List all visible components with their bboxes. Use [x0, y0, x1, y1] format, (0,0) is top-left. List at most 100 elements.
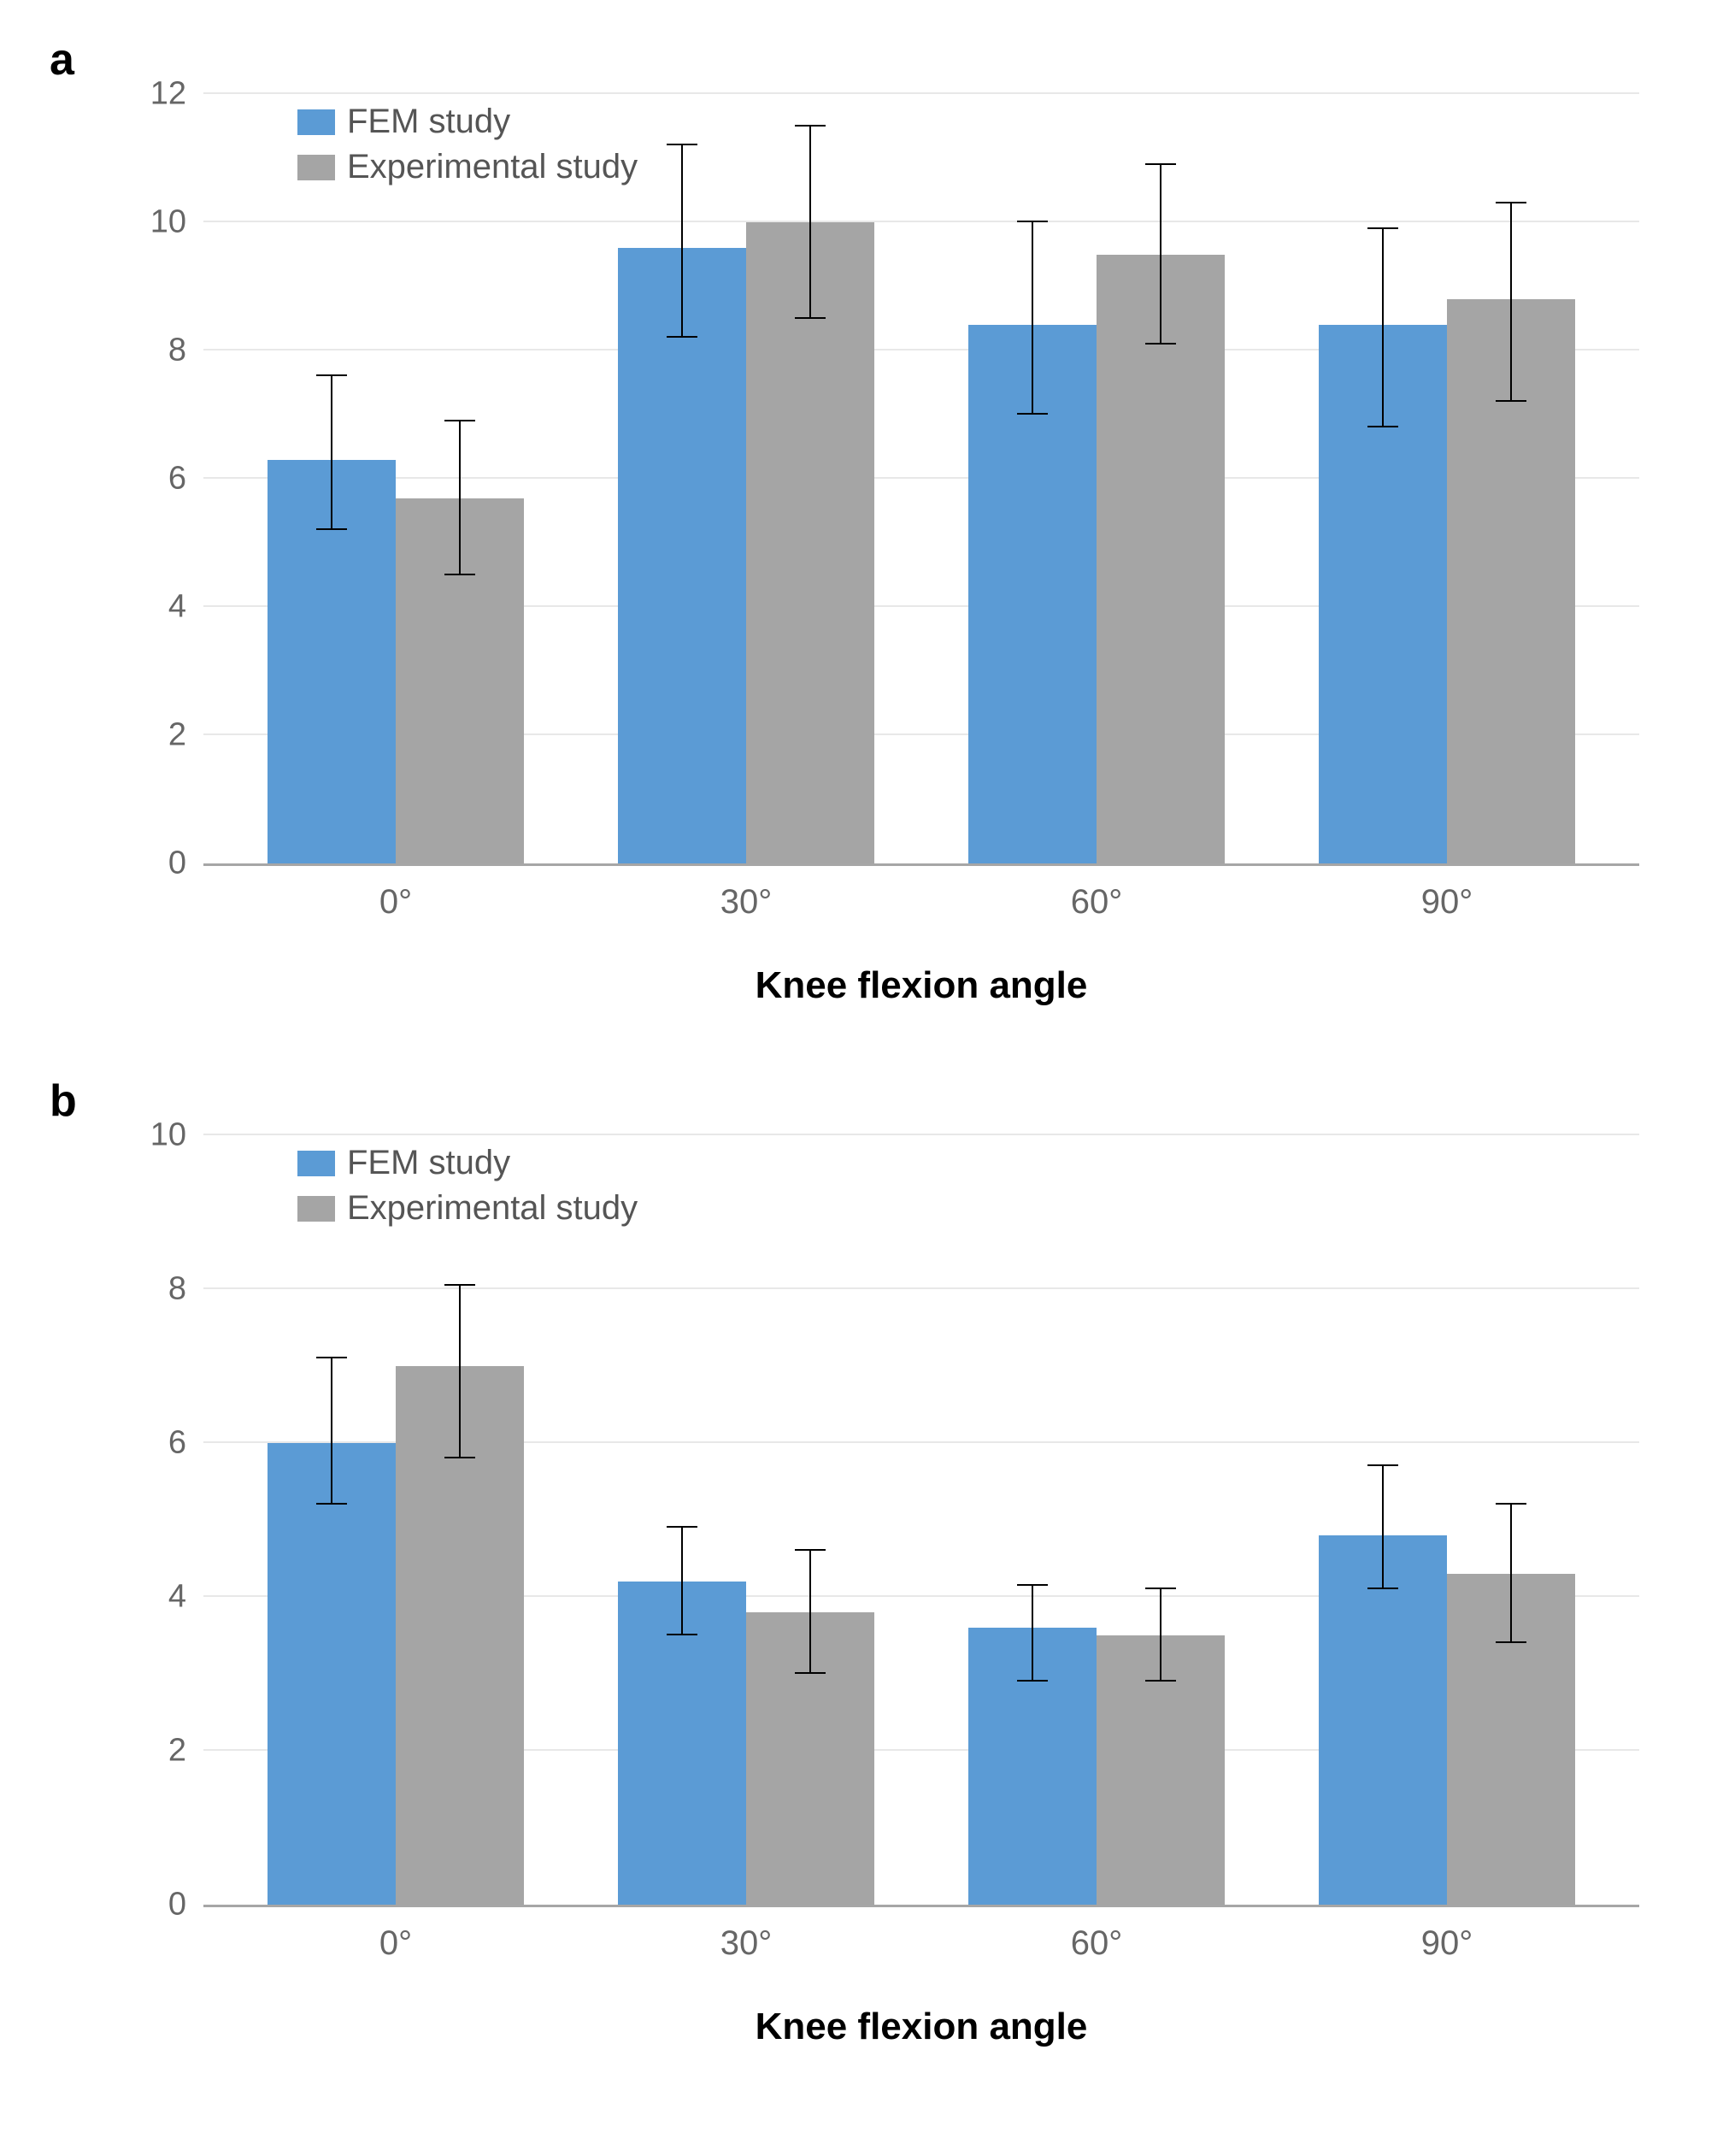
- error-cap: [1017, 1680, 1048, 1682]
- bar: [618, 1582, 746, 1905]
- error-bar: [1382, 1466, 1384, 1589]
- legend-swatch: [297, 1196, 335, 1222]
- x-tick-label: 90°: [1307, 1924, 1587, 1963]
- panel-b: b Posterior tibial translation (mm) FEM …: [50, 1075, 1673, 2048]
- bar: [268, 1443, 396, 1905]
- bar: [968, 1628, 1097, 1905]
- bar: [1447, 1574, 1575, 1905]
- y-tick-label: 4: [135, 589, 186, 626]
- error-cap: [667, 1526, 697, 1528]
- error-bar: [459, 421, 461, 575]
- panel-b-legend: FEM study Experimental study: [297, 1144, 638, 1234]
- y-tick-label: 2: [135, 717, 186, 754]
- error-cap: [795, 317, 826, 319]
- x-tick-label: 90°: [1307, 883, 1587, 922]
- x-tick-label: 0°: [256, 883, 536, 922]
- x-tick-label: 60°: [956, 1924, 1237, 1963]
- error-cap: [1367, 1588, 1398, 1589]
- error-cap: [444, 1284, 475, 1286]
- panel-a-x-ticks: 0° 30° 60° 90°: [203, 866, 1639, 922]
- error-bar: [1160, 165, 1161, 345]
- bar: [746, 1612, 874, 1905]
- y-tick-label: 0: [135, 1887, 186, 1923]
- bar: [618, 248, 746, 863]
- x-tick-label: 0°: [256, 1924, 536, 1963]
- legend-label: FEM study: [347, 103, 510, 141]
- legend-item: FEM study: [297, 103, 638, 141]
- bar: [968, 325, 1097, 863]
- panel-a-label: a: [50, 34, 1673, 85]
- panel-b-label: b: [50, 1075, 1673, 1127]
- legend-item: Experimental study: [297, 148, 638, 186]
- y-tick-label: 10: [135, 1117, 186, 1154]
- error-cap: [316, 1503, 347, 1505]
- bar: [1319, 325, 1447, 863]
- error-cap: [1017, 221, 1048, 222]
- error-bar: [1032, 222, 1033, 415]
- legend-swatch: [297, 109, 335, 135]
- bar-group: [1307, 299, 1587, 863]
- error-cap: [1017, 413, 1048, 415]
- bar-group: [1307, 1535, 1587, 1905]
- panel-a-x-label: Knee flexion angle: [203, 964, 1639, 1007]
- y-tick-label: 8: [135, 333, 186, 369]
- bar-group: [256, 1366, 536, 1905]
- bar-group: [606, 1582, 886, 1905]
- error-cap: [444, 1457, 475, 1458]
- error-cap: [1496, 1641, 1526, 1643]
- error-cap: [1367, 227, 1398, 229]
- error-bar: [1510, 1505, 1512, 1643]
- y-tick-label: 6: [135, 1425, 186, 1462]
- panel-b-x-ticks: 0° 30° 60° 90°: [203, 1907, 1639, 1963]
- y-tick-label: 0: [135, 845, 186, 882]
- panel-a: a Anterior tibial translation (mm) FEM s…: [50, 34, 1673, 1007]
- error-cap: [316, 528, 347, 530]
- x-tick-label: 30°: [606, 883, 886, 922]
- x-tick-label: 30°: [606, 1924, 886, 1963]
- panel-b-x-label: Knee flexion angle: [203, 2006, 1639, 2048]
- error-bar: [681, 145, 683, 338]
- bar: [746, 222, 874, 863]
- error-cap: [1496, 1503, 1526, 1505]
- error-bar: [459, 1286, 461, 1459]
- error-bar: [1382, 229, 1384, 428]
- panel-b-plot-area: FEM studyExperimental study 0246810: [203, 1135, 1639, 1907]
- panel-a-plot-area: FEM studyExperimental study 024681012: [203, 94, 1639, 866]
- bar: [1097, 1635, 1225, 1905]
- error-bar: [809, 127, 811, 319]
- legend-label: Experimental study: [347, 1189, 638, 1228]
- error-cap: [795, 125, 826, 127]
- y-tick-label: 2: [135, 1733, 186, 1770]
- error-bar: [809, 1551, 811, 1674]
- panel-a-chart: Anterior tibial translation (mm) FEM stu…: [203, 94, 1639, 1007]
- error-cap: [795, 1549, 826, 1551]
- error-bar: [331, 376, 332, 530]
- y-tick-label: 6: [135, 461, 186, 498]
- error-cap: [444, 574, 475, 575]
- error-bar: [1032, 1586, 1033, 1682]
- error-cap: [1017, 1584, 1048, 1586]
- bar: [1447, 299, 1575, 863]
- error-cap: [1145, 1588, 1176, 1589]
- error-cap: [667, 1634, 697, 1635]
- legend-label: FEM study: [347, 1144, 510, 1182]
- y-tick-label: 8: [135, 1271, 186, 1308]
- error-cap: [1367, 1464, 1398, 1466]
- panel-b-chart: Posterior tibial translation (mm) FEM st…: [203, 1135, 1639, 2048]
- error-bar: [1510, 203, 1512, 403]
- bar-group: [256, 460, 536, 864]
- figure: a Anterior tibial translation (mm) FEM s…: [50, 34, 1673, 2048]
- error-bar: [1160, 1589, 1161, 1682]
- error-cap: [1145, 163, 1176, 165]
- bar-group: [956, 1628, 1237, 1905]
- y-tick-label: 12: [135, 76, 186, 113]
- legend-label: Experimental study: [347, 148, 638, 186]
- bars-row: [203, 1135, 1639, 1905]
- bars-row: [203, 94, 1639, 863]
- error-cap: [1496, 400, 1526, 402]
- x-tick-label: 60°: [956, 883, 1237, 922]
- error-cap: [444, 420, 475, 421]
- error-cap: [667, 144, 697, 145]
- error-cap: [1145, 343, 1176, 345]
- y-tick-label: 10: [135, 204, 186, 241]
